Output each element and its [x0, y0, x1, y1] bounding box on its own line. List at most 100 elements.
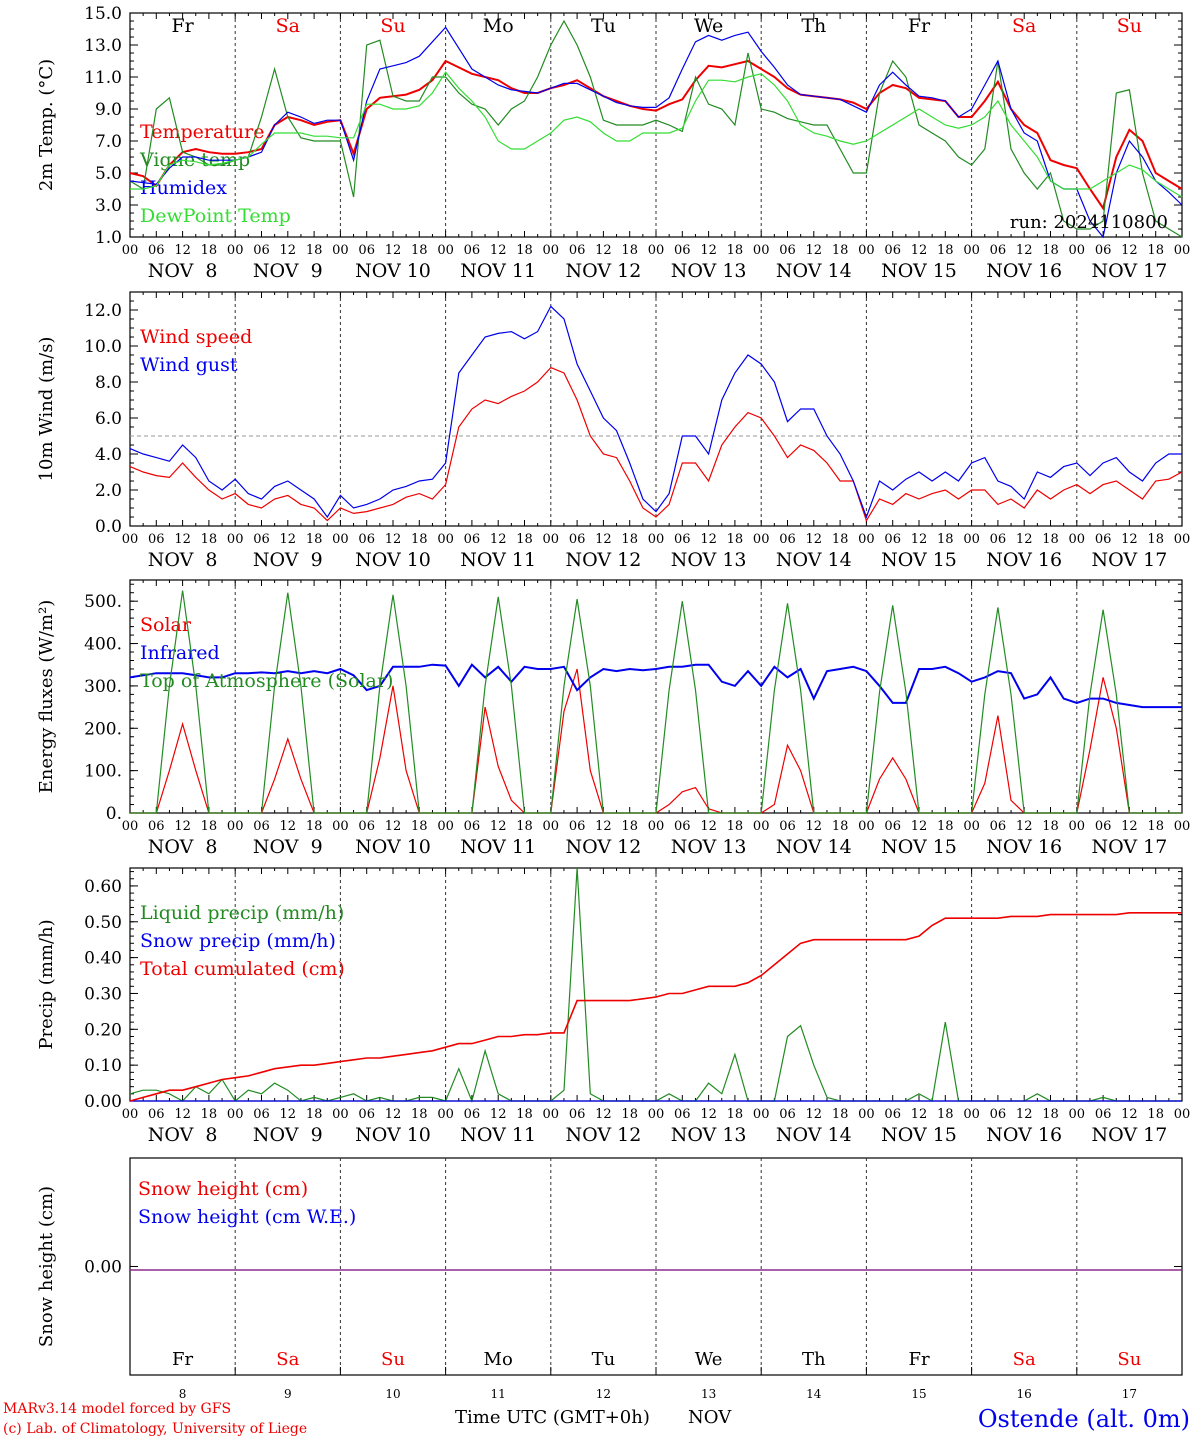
- precip-hour-tick-label: 12: [280, 1107, 297, 1122]
- energy-date-label: NOV 8: [148, 836, 218, 858]
- energy-date-label: NOV 15: [881, 836, 957, 858]
- energy-date-label: NOV 14: [776, 836, 852, 858]
- precip-y-tick-label: 0.50: [84, 913, 122, 933]
- energy-y-tick-label: 0.: [106, 804, 122, 824]
- energy-hour-tick-label: 12: [174, 819, 191, 834]
- precip-hour-tick-label: 06: [1095, 1107, 1112, 1122]
- wind-hour-tick-label: 06: [569, 532, 586, 547]
- wind-date-label: NOV 9: [253, 549, 323, 571]
- energy-hour-tick-label: 00: [543, 819, 560, 834]
- wind-hour-tick-label: 18: [727, 532, 744, 547]
- wind-hour-tick-label: 18: [1147, 532, 1164, 547]
- energy-hour-tick-label: 06: [884, 819, 901, 834]
- wind-hour-tick-label: 06: [674, 532, 691, 547]
- precip-hour-tick-label: 12: [490, 1107, 507, 1122]
- bottom-day-number-label: 13: [701, 1387, 716, 1401]
- wind-y-tick-label: 4.0: [95, 445, 122, 465]
- x-axis-label: Time UTC (GMT+0h): [455, 1407, 650, 1428]
- temperature-hour-tick-label: 18: [201, 243, 218, 258]
- day-abbr-label: Su: [380, 15, 405, 37]
- bottom-day-abbr-label: Fr: [908, 1349, 929, 1370]
- energy-hour-tick-label: 00: [1174, 819, 1191, 834]
- energy-hour-tick-label: 12: [911, 819, 928, 834]
- bottom-day-number-label: 14: [806, 1387, 822, 1401]
- temperature-hour-tick-label: 12: [385, 243, 402, 258]
- temperature-hour-tick-label: 06: [674, 243, 691, 258]
- precip-hour-tick-label: 06: [990, 1107, 1007, 1122]
- energy-series-top-of-atmosphere-solar-: [130, 590, 1182, 814]
- energy-hour-tick-label: 18: [937, 819, 954, 834]
- temperature-series-vigne-temp: [129, 19, 1183, 238]
- wind-series-wind-gust: [129, 305, 1182, 519]
- wind-hour-tick-label: 06: [779, 532, 796, 547]
- temperature-legend-item: DewPoint Temp: [140, 205, 291, 227]
- bottom-day-number-label: 11: [491, 1387, 506, 1401]
- energy-series-infrared: [129, 663, 1182, 709]
- energy-hour-tick-label: 00: [858, 819, 875, 834]
- temperature-hour-tick-label: 12: [174, 243, 191, 258]
- precip-hour-tick-label: 12: [595, 1107, 612, 1122]
- precip-hour-tick-label: 00: [1069, 1107, 1086, 1122]
- wind-date-label: NOV 10: [355, 549, 431, 571]
- precip-date-label: NOV 13: [671, 1124, 747, 1146]
- temperature-hour-tick-label: 00: [963, 243, 980, 258]
- temperature-hour-tick-label: 12: [1121, 243, 1138, 258]
- energy-y-tick-label: 200.: [84, 719, 122, 739]
- snow-legend-item: Snow height (cm W.E.): [138, 1206, 356, 1228]
- wind-hour-tick-label: 00: [1069, 532, 1086, 547]
- temperature-date-label: NOV 8: [148, 260, 218, 282]
- precip-hour-tick-label: 00: [437, 1107, 454, 1122]
- bottom-day-abbr-label: Tu: [592, 1349, 616, 1370]
- temperature-legend-item: Humidex: [140, 177, 227, 199]
- precip-hour-tick-label: 00: [332, 1107, 349, 1122]
- energy-hour-tick-label: 06: [148, 819, 165, 834]
- energy-legend-item: Top of Atmosphere (Solar): [140, 670, 393, 692]
- wind-hour-tick-label: 06: [253, 532, 270, 547]
- precip-hour-tick-label: 06: [148, 1107, 165, 1122]
- precip-hour-tick-label: 18: [727, 1107, 744, 1122]
- energy-hour-tick-label: 00: [122, 819, 139, 834]
- bottom-day-abbr-label: We: [695, 1349, 723, 1370]
- precip-hour-tick-label: 00: [648, 1107, 665, 1122]
- temperature-date-label: NOV 12: [565, 260, 641, 282]
- precip-hour-tick-label: 00: [227, 1107, 244, 1122]
- temperature-hour-tick-label: 12: [280, 243, 297, 258]
- temperature-hour-tick-label: 06: [148, 243, 165, 258]
- temperature-y-tick-label: 5.0: [95, 164, 122, 184]
- temperature-panel: 1.0 3.0 5.0 7.0 9.0 11.0 13.0 15.0 2m Temp. (°C)…: [36, 4, 1190, 282]
- wind-hour-tick-label: 00: [1174, 532, 1191, 547]
- wind-y-tick-label: 2.0: [95, 481, 122, 501]
- wind-hour-tick-label: 18: [516, 532, 533, 547]
- temperature-hour-tick-label: 18: [516, 243, 533, 258]
- day-abbr-label: Fr: [908, 15, 931, 37]
- bottom-day-number-label: 9: [284, 1387, 292, 1401]
- precip-hour-tick-label: 12: [806, 1107, 823, 1122]
- precip-date-label: NOV 12: [565, 1124, 641, 1146]
- wind-y-tick-label: 6.0: [95, 409, 122, 429]
- wind-y-tick-label: 12.0: [84, 301, 122, 321]
- precip-date-label: NOV 11: [460, 1124, 536, 1146]
- wind-hour-tick-label: 18: [621, 532, 638, 547]
- snow-legend-item: Snow height (cm): [138, 1178, 308, 1200]
- temperature-y-tick-label: 15.0: [84, 4, 122, 24]
- temperature-y-axis-label: 2m Temp. (°C): [36, 59, 57, 191]
- precip-hour-tick-label: 12: [1016, 1107, 1033, 1122]
- temperature-date-label: NOV 17: [1091, 260, 1167, 282]
- wind-hour-tick-label: 00: [543, 532, 560, 547]
- energy-hour-tick-label: 00: [332, 819, 349, 834]
- precip-y-tick-label: 0.10: [84, 1056, 122, 1076]
- wind-panel: 0.0 2.0 4.0 6.0 8.0 10.0 12.0 10m Wind (m/s) Win…: [36, 291, 1191, 571]
- temperature-date-label: NOV 15: [881, 260, 957, 282]
- precip-hour-tick-label: 06: [779, 1107, 796, 1122]
- energy-y-tick-label: 400.: [84, 635, 122, 655]
- energy-hour-tick-label: 12: [1016, 819, 1033, 834]
- wind-hour-tick-label: 18: [306, 532, 323, 547]
- precip-date-label: NOV 17: [1091, 1124, 1167, 1146]
- energy-y-axis-label: Energy fluxes (W/m²): [36, 600, 57, 794]
- wind-date-label: NOV 11: [460, 549, 536, 571]
- wind-hour-tick-label: 06: [358, 532, 375, 547]
- wind-y-axis-label: 10m Wind (m/s): [36, 337, 57, 482]
- precip-panel: 0.00 0.10 0.20 0.30 0.40 0.50 0.60 Precip (mm/h…: [36, 867, 1190, 1146]
- temperature-hour-tick-label: 06: [884, 243, 901, 258]
- temperature-hour-tick-label: 06: [358, 243, 375, 258]
